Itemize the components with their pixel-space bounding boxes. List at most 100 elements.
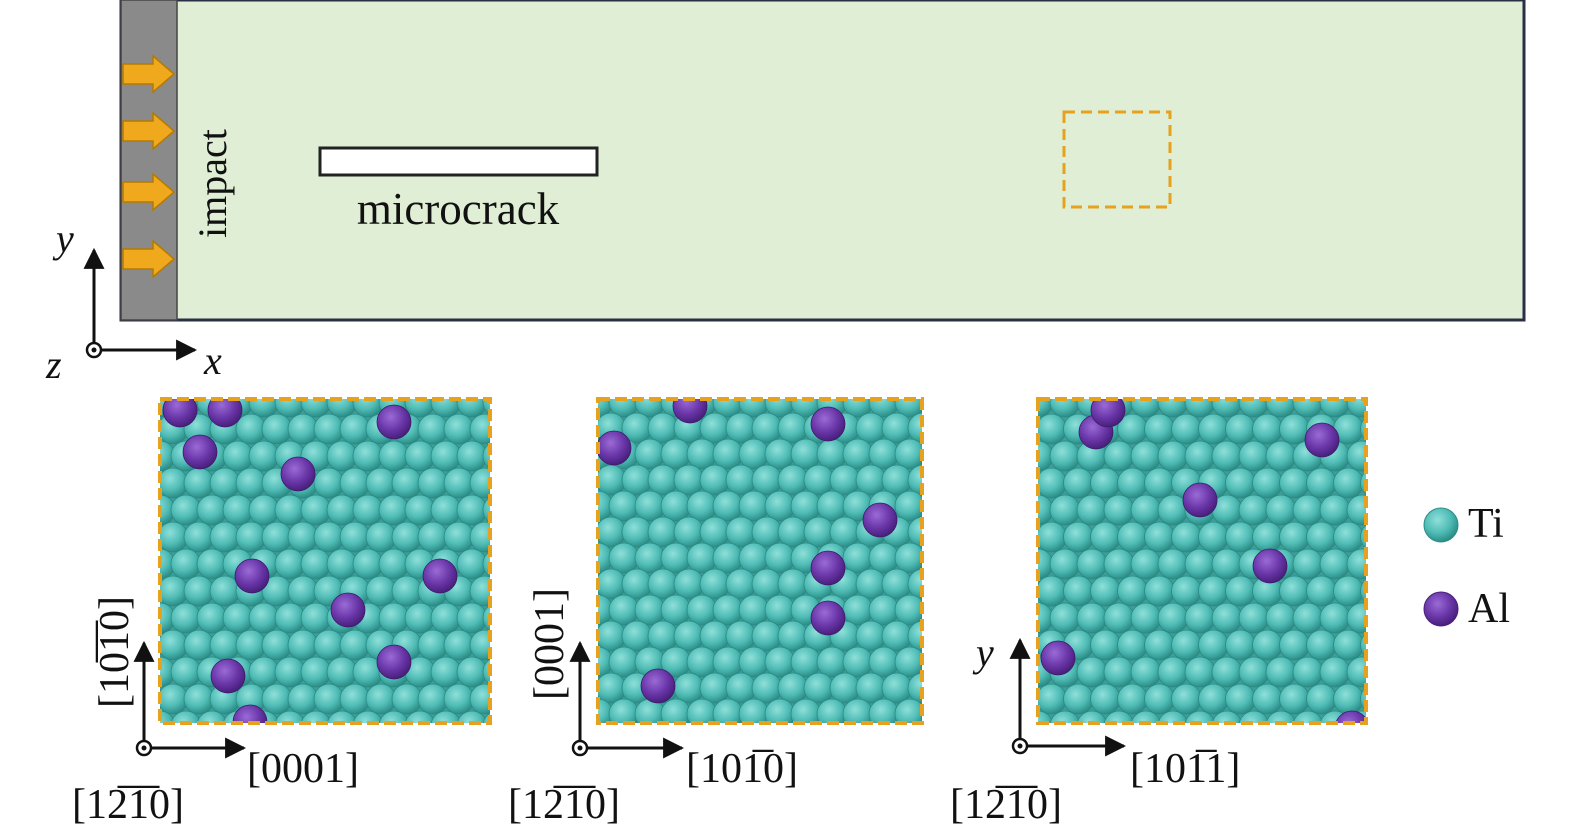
ti-atom: [598, 679, 601, 697]
ti-atom: [300, 602, 332, 634]
ti-atom: [855, 464, 887, 496]
ti-atom: [1171, 683, 1202, 715]
ti-atom: [1038, 583, 1040, 599]
ti-legend-marker: [1423, 507, 1459, 543]
ti-atom: [456, 440, 488, 472]
ti-atom: [829, 464, 861, 496]
ti-atom: [496, 468, 526, 498]
ti-atom: [183, 467, 215, 499]
ti-atom: [469, 413, 490, 445]
ti-atom: [738, 542, 770, 574]
ti-atom: [417, 413, 449, 445]
ti-atom: [790, 490, 822, 522]
ti-atom: [777, 516, 809, 548]
ti-atom: [907, 672, 922, 704]
ti-atom: [557, 543, 587, 573]
ti-atom: [608, 490, 640, 522]
ti-atom: [196, 602, 228, 634]
ti-atom: [647, 412, 679, 444]
ti-atom: [894, 542, 922, 574]
ti-atom: [456, 548, 488, 580]
ti-atom: [210, 738, 240, 768]
ti-atom: [868, 646, 900, 678]
ti-atom: [764, 490, 796, 522]
ti-atom: [1063, 575, 1094, 607]
ti-atom: [712, 490, 744, 522]
ti-atom: [996, 441, 1026, 471]
ti-atom: [1157, 548, 1189, 580]
ti-atom: [1049, 602, 1081, 634]
ti-atom: [660, 594, 692, 626]
al-atom: [182, 434, 218, 470]
ti-atom: [1238, 656, 1270, 688]
ti-atom: [404, 710, 436, 723]
ti-atom: [868, 399, 900, 418]
ti-atom: [673, 516, 705, 548]
ti-atom: [557, 699, 587, 729]
ti-atom: [996, 549, 1026, 579]
ti-atom: [1361, 738, 1391, 768]
al-atom: [330, 592, 366, 628]
ti-atom: [496, 630, 526, 660]
ti-atom: [158, 738, 188, 768]
ti-atom: [404, 602, 436, 634]
ti-atom: [894, 490, 922, 522]
ti-atom: [1144, 413, 1175, 445]
ti-atom: [469, 521, 490, 553]
ti-atom: [1157, 710, 1189, 723]
ti-atom: [934, 517, 964, 547]
ti-atom: [1103, 710, 1135, 723]
ti-atom: [430, 399, 462, 418]
ti-atom: [417, 521, 449, 553]
ti-atom: [222, 494, 254, 526]
ti-atom: [313, 629, 345, 661]
impact-arrow-icon: [122, 239, 176, 279]
ti-atom: [1049, 399, 1081, 418]
ti-atom: [248, 494, 280, 526]
ti-atom: [790, 438, 822, 470]
panel-3-horizontal-label: [101̅1]: [1130, 746, 1240, 792]
ti-atom: [313, 683, 345, 715]
ti-atom: [647, 620, 679, 652]
al-atom: [1304, 422, 1340, 458]
ti-atom: [1038, 683, 1067, 715]
ti-atom: [1306, 575, 1337, 607]
ti-atom: [1374, 603, 1404, 633]
ti-atom: [1265, 494, 1297, 526]
ti-atom: [621, 464, 653, 496]
ti-atom: [417, 467, 449, 499]
ti-atom: [183, 683, 215, 715]
ti-atom: [660, 490, 692, 522]
ti-atom: [352, 399, 384, 418]
ti-atom: [699, 412, 731, 444]
ti-atom: [1049, 710, 1081, 723]
ti-atom: [699, 464, 731, 496]
ti-atom: [1171, 629, 1202, 661]
ti-atom: [738, 399, 770, 418]
ti-atom: [673, 568, 705, 600]
ti-atom: [1198, 575, 1229, 607]
ti-atom: [1225, 521, 1256, 553]
ti-atom: [1346, 494, 1366, 526]
ti-atom: [1292, 656, 1324, 688]
ti-atom: [404, 440, 436, 472]
panel-3-vertical-label: y: [972, 630, 994, 675]
ti-atom: [391, 575, 423, 607]
ti-atom: [621, 568, 653, 600]
ti-atom: [261, 683, 293, 715]
ti-atom: [1103, 602, 1135, 634]
ti-atom: [160, 710, 176, 723]
ti-atom: [430, 656, 462, 688]
ti-atom: [248, 440, 280, 472]
ti-atom: [608, 542, 640, 574]
impact-arrow-icon: [122, 54, 176, 94]
ti-atom: [712, 542, 744, 574]
al-atom: [598, 430, 632, 466]
ti-atom: [352, 440, 384, 472]
ti-atom: [725, 568, 757, 600]
ti-atom: [300, 656, 332, 688]
ti-atom: [274, 548, 306, 580]
ti-atom: [673, 620, 705, 652]
atom-panel-2: [557, 397, 964, 729]
ti-atom: [1319, 399, 1351, 418]
